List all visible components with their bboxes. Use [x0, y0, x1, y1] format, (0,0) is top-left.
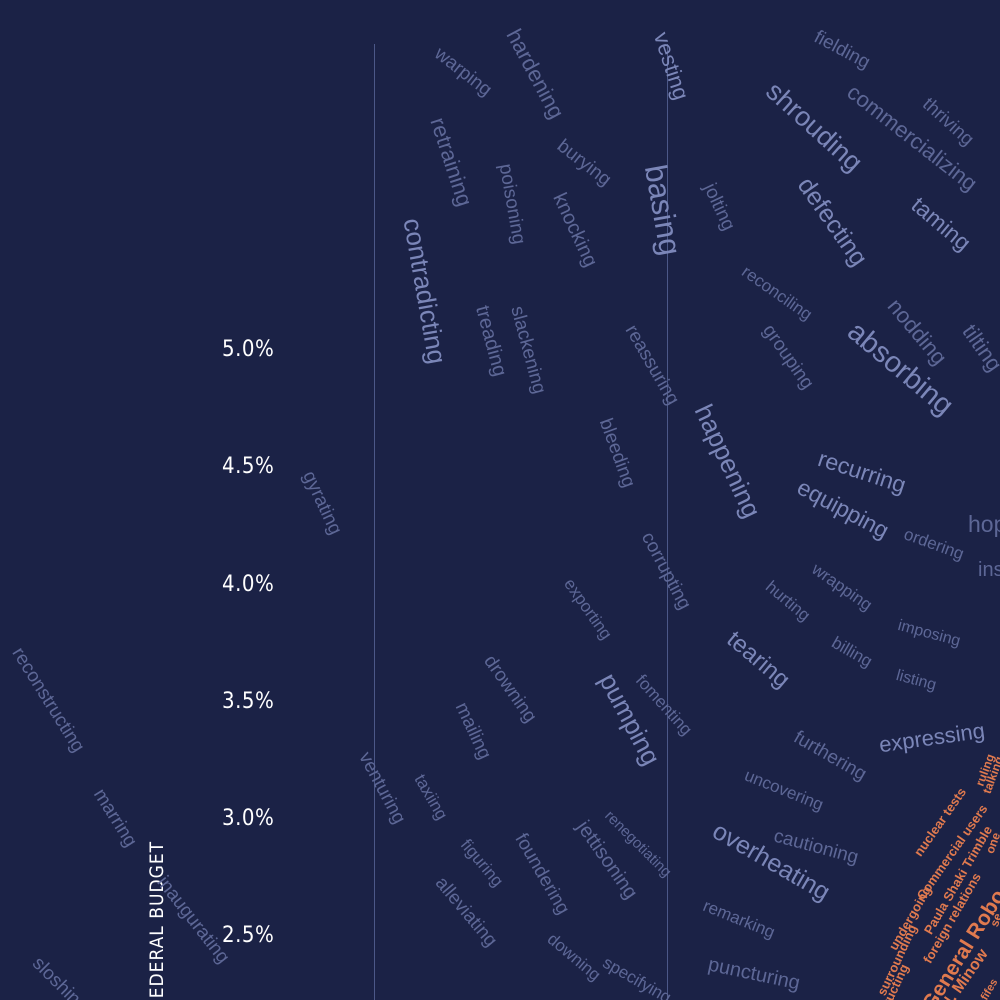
- word: warping: [430, 43, 496, 101]
- word: listing: [894, 667, 939, 695]
- axis-tick: 3.5%: [222, 689, 275, 714]
- word: reconstructing: [7, 643, 89, 757]
- axis-title: FEDERAL BUDGET: [146, 840, 168, 1000]
- word: marring: [89, 785, 141, 851]
- word: taming: [906, 191, 977, 256]
- word: vesting: [648, 28, 695, 103]
- highlight-word: fifes: [978, 976, 1000, 1000]
- word: corrupting: [636, 528, 696, 614]
- word: basing: [637, 161, 689, 259]
- word: specifying: [599, 952, 675, 1000]
- word: sloshing: [27, 952, 93, 1000]
- word: tearing: [721, 625, 796, 694]
- word: taxiing: [410, 770, 452, 824]
- word: expressing: [877, 717, 987, 758]
- word: imposing: [896, 617, 963, 651]
- word: remarking: [700, 896, 778, 942]
- word: ordering: [901, 524, 967, 564]
- word: drowning: [479, 651, 541, 727]
- word: slackening: [506, 303, 550, 397]
- word: hardening: [501, 24, 570, 123]
- word: fielding: [810, 26, 874, 74]
- word: burying: [552, 135, 616, 191]
- guide-line: [667, 44, 668, 1000]
- word: ins: [978, 559, 1000, 581]
- word: puncturing: [706, 953, 802, 995]
- word: reconciling: [738, 261, 816, 325]
- axis-tick: 3.0%: [222, 806, 275, 831]
- word: tilting: [957, 319, 1000, 376]
- word: retraining: [425, 114, 478, 210]
- word: wrapping: [808, 559, 876, 615]
- word: knocking: [548, 189, 602, 271]
- word: figuring: [456, 835, 508, 891]
- axis-tick: 5.0%: [222, 337, 275, 362]
- word: furthering: [789, 726, 871, 786]
- word: jolting: [698, 180, 740, 234]
- word: defecting: [791, 172, 873, 272]
- word: bleeding: [594, 415, 640, 491]
- word: billing: [828, 632, 876, 672]
- word: foundering: [510, 829, 574, 919]
- axis-tick: 4.0%: [222, 572, 275, 597]
- word: hurting: [761, 577, 815, 625]
- word: uncovering: [741, 765, 827, 815]
- guide-line: [374, 44, 375, 1000]
- word: overheating: [707, 816, 835, 907]
- axis-tick: 2.5%: [222, 923, 275, 948]
- word: downing: [543, 929, 605, 985]
- word: grouping: [758, 320, 818, 394]
- word: exporting: [560, 574, 616, 644]
- word: absorbing: [841, 315, 960, 422]
- word: contradicting: [397, 215, 453, 367]
- word: hop: [968, 511, 1000, 537]
- word: mailing: [450, 699, 496, 763]
- word: reassuring: [620, 321, 684, 409]
- word: poisoning: [494, 162, 530, 246]
- word: venturing: [354, 748, 410, 828]
- word: gyrating: [298, 467, 346, 539]
- word: happening: [688, 399, 768, 523]
- axis-tick: 4.5%: [222, 454, 275, 479]
- word: treading: [471, 303, 511, 379]
